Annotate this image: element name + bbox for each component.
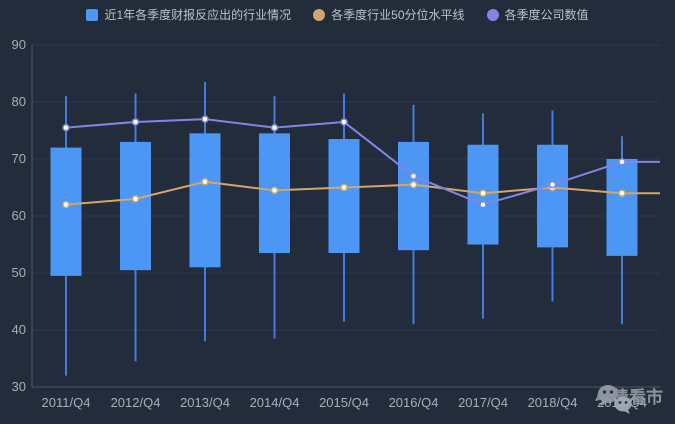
line-point-2015/Q4[interactable] (340, 183, 348, 192)
x-axis-tick-label: 2014/Q4 (250, 395, 300, 410)
candle-box-2015/Q4[interactable] (328, 139, 360, 254)
line-point-2017/Q4[interactable] (479, 200, 487, 209)
line-point-2014/Q4[interactable] (270, 186, 279, 195)
line-point-2011/Q4[interactable] (62, 123, 70, 132)
line-point-2013/Q4[interactable] (201, 115, 209, 123)
line-point-2016/Q4[interactable] (409, 180, 418, 189)
candle-box-2019/Q4[interactable] (606, 159, 638, 256)
watermark: 小债看市 (595, 383, 663, 414)
candle-box-2013/Q4[interactable] (189, 133, 221, 268)
blue-square-icon (86, 8, 99, 21)
legend-item-company-values[interactable]: 各季度公司数值 (486, 6, 589, 23)
line-point-2019/Q4[interactable] (618, 189, 626, 197)
y-axis-tick-label: 50 (12, 265, 26, 280)
line-series-2 (65, 118, 660, 206)
purple-circle-icon (486, 8, 499, 21)
line-point-2011/Q4[interactable] (62, 200, 70, 209)
orange-circle-icon (313, 8, 326, 21)
line-point-2015/Q4[interactable] (340, 118, 348, 126)
x-axis-tick-label: 2016/Q4 (389, 395, 439, 410)
line-point-2012/Q4[interactable] (131, 195, 140, 203)
legend-label: 各季度行业50分位水平线 (331, 8, 465, 22)
line-point-2012/Q4[interactable] (131, 118, 140, 126)
legend-item-industry-range[interactable]: 近1年各季度财报反应出的行业情况 (86, 6, 291, 23)
legend-label: 近1年各季度财报反应出的行业情况 (104, 8, 292, 22)
line-point-2018/Q4[interactable] (548, 180, 557, 189)
y-axis-tick-label: 90 (12, 37, 26, 52)
x-axis-tick-label: 2018/Q4 (528, 395, 578, 410)
y-axis-tick-label: 80 (12, 94, 26, 109)
line-series-1 (65, 180, 660, 206)
line-point-2019/Q4[interactable] (618, 158, 626, 166)
candle-box-2018/Q4[interactable] (537, 144, 568, 248)
line-point-2017/Q4[interactable] (479, 189, 487, 197)
candle-box-2012/Q4[interactable] (120, 141, 151, 271)
candle-box-2016/Q4[interactable] (398, 141, 429, 251)
x-axis-tick-label: 2013/Q4 (180, 395, 230, 410)
x-axis-tick-label: 2015/Q4 (319, 395, 369, 410)
x-axis-tick-label: 2011/Q4 (42, 395, 91, 410)
y-axis-tick-label: 70 (12, 151, 26, 166)
line-point-2013/Q4[interactable] (201, 178, 209, 186)
y-axis-tick-label: 30 (12, 379, 26, 394)
legend-item-percentile-line[interactable]: 各季度行业50分位水平线 (313, 6, 465, 23)
line-point-2014/Q4[interactable] (270, 123, 279, 132)
line-point-2016/Q4[interactable] (409, 172, 418, 180)
x-axis-tick-label: 2012/Q4 (111, 395, 161, 410)
y-axis-tick-label: 40 (12, 322, 26, 337)
chart-legend: 近1年各季度财报反应出的行业情况 各季度行业50分位水平线 各季度公司数值 (0, 6, 675, 23)
legend-label: 各季度公司数值 (504, 8, 589, 22)
y-axis-tick-label: 60 (12, 208, 26, 223)
candle-box-2011/Q4[interactable] (50, 147, 82, 276)
x-axis-tick-label: 2017/Q4 (458, 395, 508, 410)
wechat-icon (598, 385, 632, 414)
